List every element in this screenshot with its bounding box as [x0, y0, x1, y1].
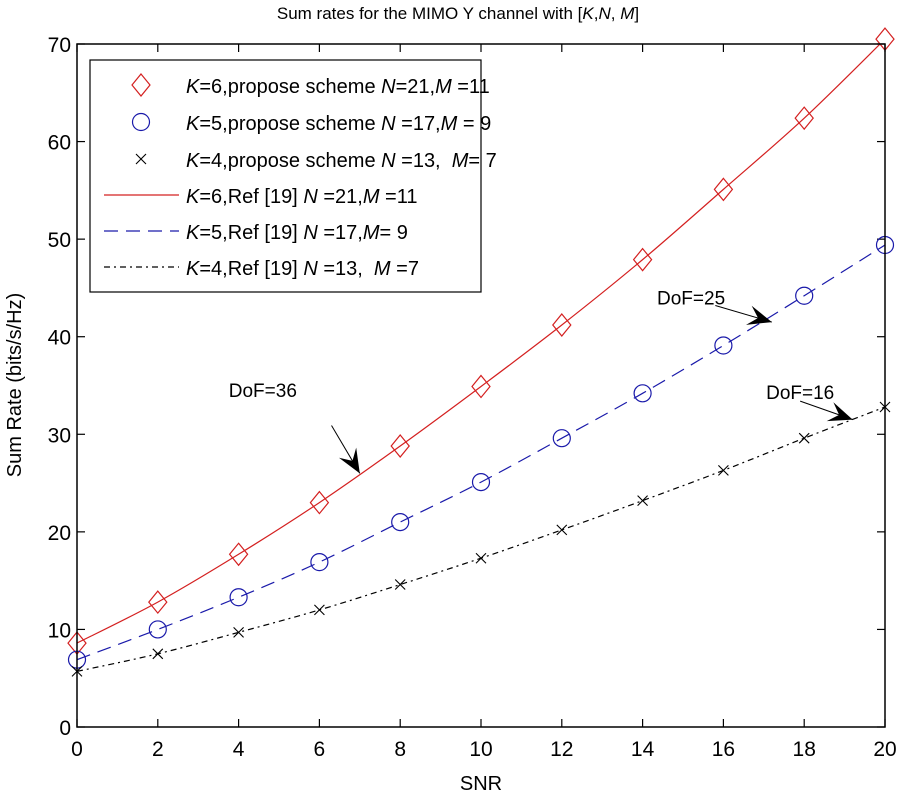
x-tick-label: 12 — [550, 738, 573, 761]
chart-title: Sum rates for the MIMO Y channel with [K… — [277, 4, 639, 23]
data-point-diamond — [148, 590, 168, 615]
data-point-x — [233, 626, 244, 638]
data-point-diamond — [552, 313, 572, 337]
legend-entry-label: K=5,propose scheme N =17,M = 9 — [186, 113, 491, 135]
x-tick-label: 16 — [712, 738, 735, 761]
legend-entry-label: K=6,propose scheme N=21,M =11 — [186, 76, 490, 98]
legend-marker-x — [135, 153, 147, 165]
y-tick-label: 50 — [48, 229, 71, 252]
x-tick-label: 14 — [631, 738, 655, 761]
annotation-label: DoF=16 — [766, 383, 834, 404]
data-point-circle — [471, 472, 491, 492]
x-tick-label: 18 — [793, 738, 816, 761]
series-line-3 — [77, 44, 881, 644]
y-tick-label: 30 — [48, 424, 71, 447]
legend: K=6,propose scheme N=21,M =11 K=5,propose… — [89, 59, 497, 293]
x-tick-label: 20 — [873, 738, 896, 761]
y-tick-label: 60 — [48, 132, 71, 155]
data-point-x — [637, 495, 648, 507]
plot-frame — [76, 43, 886, 728]
data-point-circle — [795, 286, 814, 305]
y-tick-label: 40 — [48, 327, 71, 350]
data-point-x — [314, 604, 325, 616]
annotation-label: DoF=25 — [657, 289, 725, 310]
series-line-4 — [77, 244, 885, 661]
x-tick-label: 6 — [314, 738, 326, 761]
data-point-x — [556, 524, 568, 536]
x-tick-label: 2 — [152, 738, 164, 761]
data-point-x — [798, 432, 810, 444]
y-tick-label: 20 — [48, 522, 71, 545]
x-tick-label: 8 — [394, 738, 406, 761]
y-tick-label: 0 — [59, 717, 71, 740]
x-tick-label: 4 — [233, 738, 245, 761]
data-point-diamond — [228, 542, 249, 567]
series-line-5 — [77, 406, 885, 672]
legend-box — [89, 59, 482, 293]
data-point-circle — [391, 512, 410, 532]
data-point-diamond — [632, 247, 653, 272]
y-tick-label: 70 — [48, 34, 71, 57]
y-tick-label: 10 — [48, 619, 71, 642]
annotations: DoF=36 DoF=25 DoF=16 — [229, 289, 853, 474]
annotation-arrowhead — [826, 402, 853, 422]
data-point-diamond — [390, 434, 410, 458]
data-point-diamond — [309, 490, 330, 515]
x-tick-label: 10 — [469, 738, 492, 761]
annotation-label: DoF=36 — [229, 381, 297, 402]
data-point-circle — [633, 384, 652, 403]
data-point-x — [152, 648, 164, 660]
data-point-circle — [148, 620, 167, 639]
legend-entry-label: K=5,Ref [19] N =17,M= 9 — [186, 222, 408, 244]
x-axis-title: SNR — [460, 773, 502, 795]
data-point-x — [394, 579, 406, 590]
legend-entry-label: K=4,propose scheme N =13, M= 7 — [186, 150, 497, 172]
legend-marker-diamond — [131, 73, 151, 97]
legend-marker-circle — [131, 112, 151, 132]
legend-entry-label: K=4,Ref [19] N =13, M =7 — [186, 258, 419, 280]
legend-entry-label: K=6,Ref [19] N =21,M =11 — [186, 186, 417, 208]
data-point-x — [475, 552, 487, 564]
annotation-arrowhead — [338, 447, 360, 474]
data-point-diamond — [794, 106, 814, 131]
data-point-circle — [310, 553, 329, 572]
data-point-diamond — [471, 374, 491, 399]
annotation-arrowhead — [746, 305, 772, 325]
data-point-circle — [714, 336, 733, 355]
data-point-circle — [552, 429, 571, 448]
y-axis-title: Sum Rate (bits/s/Hz) — [4, 293, 26, 477]
axis-ticks: 0 2 4 6 8 10 12 14 16 18 20 0 10 20 30 40 50 60 70 — [48, 34, 897, 761]
x-tick-label: 0 — [71, 738, 83, 761]
data-point-x — [718, 464, 729, 476]
data-point-circle — [229, 588, 248, 607]
data-point-diamond — [713, 177, 734, 202]
